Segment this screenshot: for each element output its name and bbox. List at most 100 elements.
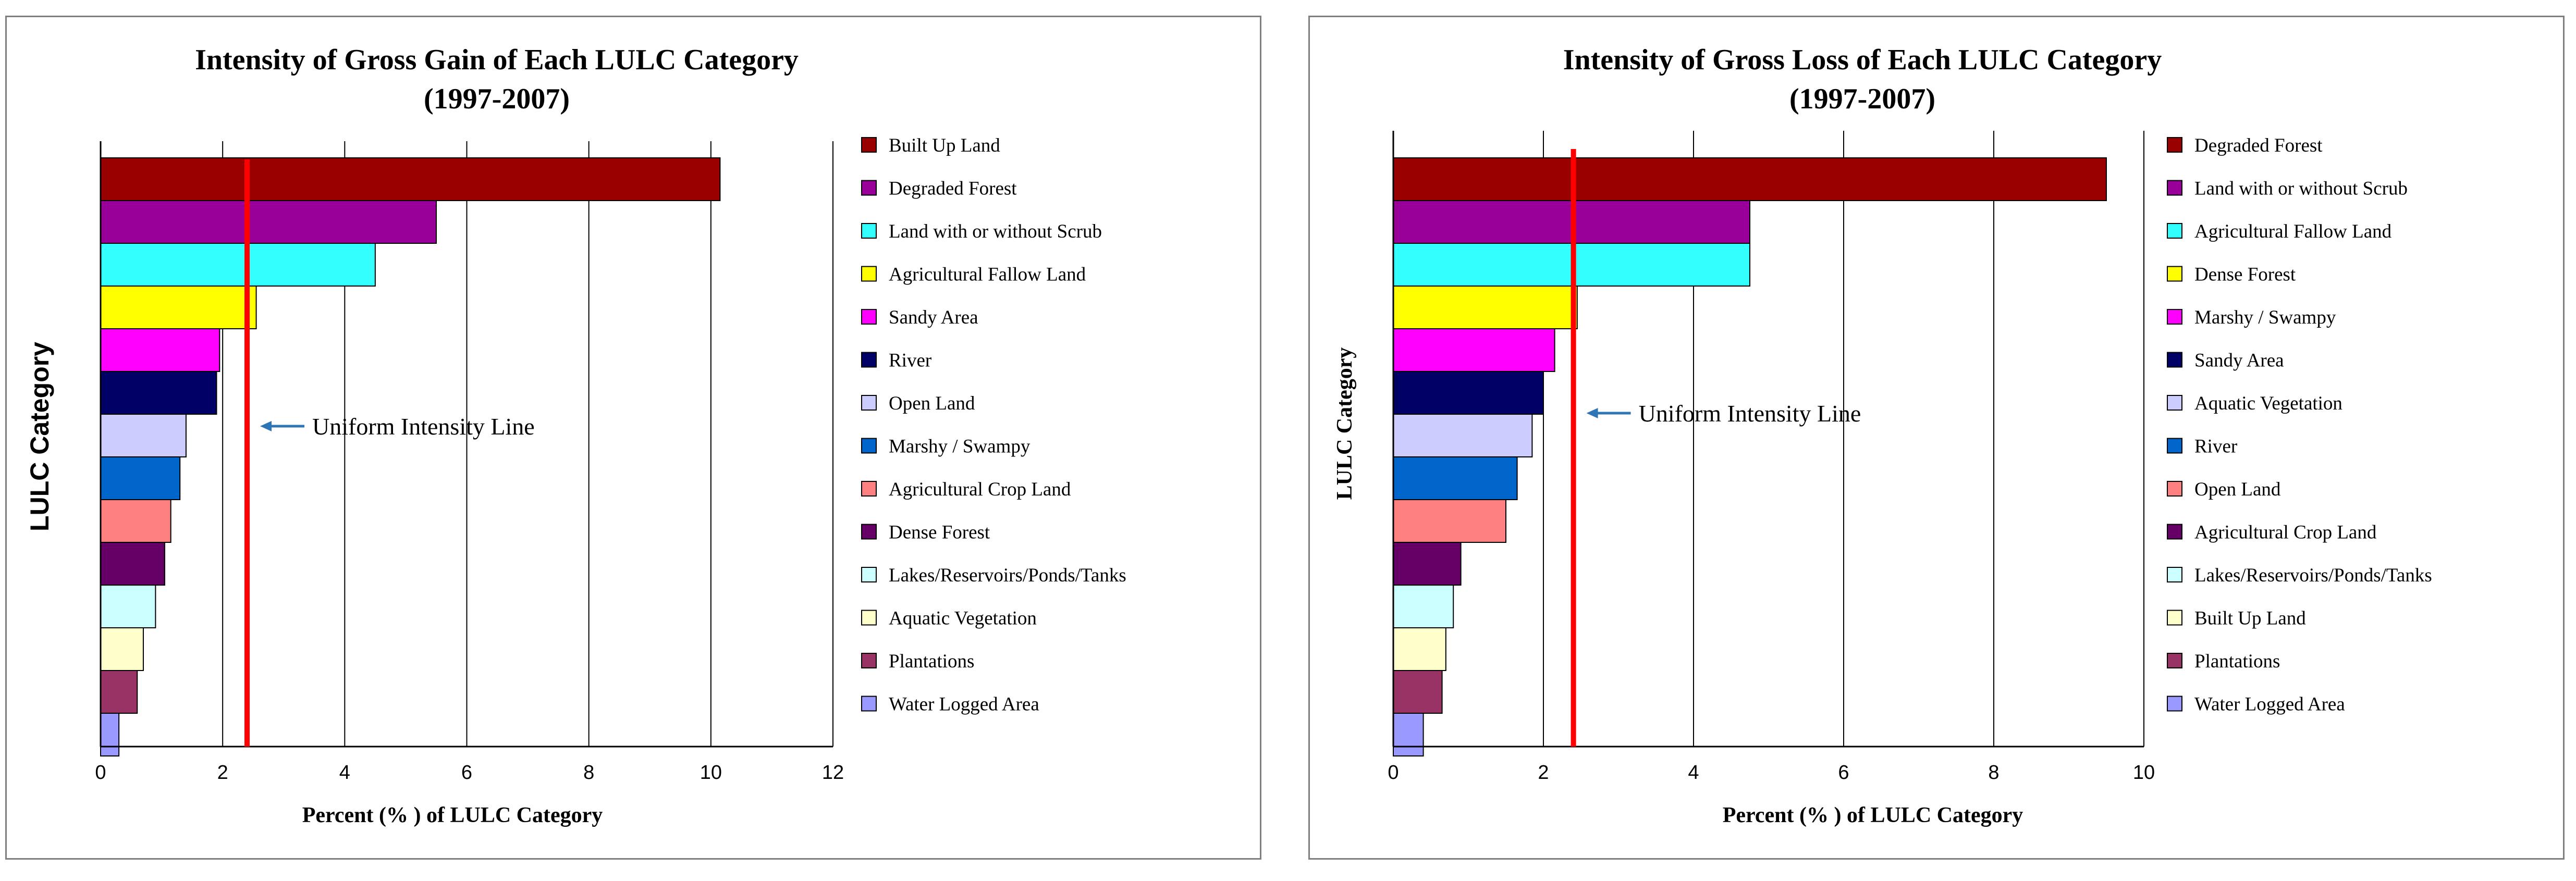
x-axis-title: Percent (% ) of LULC Category (1723, 803, 2023, 827)
legend-swatch (861, 137, 877, 153)
legend-label: Agricultural Fallow Land (2194, 221, 2392, 242)
x-tick-label: 0 (95, 762, 106, 784)
legend-swatch (2167, 352, 2182, 368)
legend-swatch (2167, 309, 2182, 325)
bar-aquatic-vegetation (100, 627, 144, 671)
bar-land-with-or-without-scrub (100, 243, 376, 287)
legend-label: Built Up Land (889, 135, 1000, 156)
bar-plantations (1393, 670, 1443, 714)
legend-label: Built Up Land (2194, 608, 2306, 629)
bar-plantations (100, 670, 138, 714)
legend-swatch (2167, 395, 2182, 411)
legend-swatch (861, 481, 877, 497)
legend-swatch (861, 395, 877, 411)
legend-swatch (861, 180, 877, 196)
legend-swatch (861, 352, 877, 368)
chart-title: Intensity of Gross Loss of Each LULC Cat… (1563, 44, 2162, 76)
x-tick-label: 8 (1988, 762, 1999, 784)
legend-label: Land with or without Scrub (2194, 178, 2408, 200)
x-tick-label: 2 (217, 762, 228, 784)
legend-label: Lakes/Reservoirs/Ponds/Tanks (2194, 565, 2432, 586)
bar-degraded-forest (1393, 157, 2107, 201)
bar-aquatic-vegetation (1393, 414, 1533, 457)
legend-swatch (861, 438, 877, 454)
x-tick-label: 4 (339, 762, 350, 784)
gross-gain-chart-panel: Intensity of Gross Gain of Each LULC Cat… (5, 16, 1261, 860)
bar-marshy-swampy (100, 456, 181, 500)
x-tick-label: 8 (583, 762, 594, 784)
bar-built-up-land (1393, 627, 1446, 671)
x-tick-label: 4 (1688, 762, 1699, 784)
x-tick-label: 0 (1388, 762, 1399, 784)
x-tick-label: 6 (1838, 762, 1849, 784)
y-axis-title: LULC Category (25, 342, 54, 531)
bar-built-up-land (100, 157, 721, 201)
legend-swatch (861, 696, 877, 712)
bar-marshy-swampy (1393, 328, 1555, 372)
legend-label: Water Logged Area (889, 694, 1039, 715)
legend-label: Marshy / Swampy (889, 436, 1031, 457)
uniform-intensity-annotation: Uniform Intensity Line (1639, 400, 1861, 427)
legend-label: Plantations (2194, 651, 2280, 672)
legend-label: Dense Forest (2194, 264, 2296, 286)
legend-swatch (861, 653, 877, 668)
legend-swatch (861, 309, 877, 325)
legend-label: Degraded Forest (889, 178, 1017, 200)
gross-loss-chart: Intensity of Gross Loss of Each LULC Cat… (1333, 44, 2432, 827)
bar-water-logged-area (100, 713, 120, 756)
bar-open-land (1393, 499, 1506, 543)
legend-swatch (2167, 567, 2182, 582)
x-tick-label: 10 (700, 762, 722, 784)
legend-label: Sandy Area (2194, 350, 2284, 371)
legend-swatch (2167, 696, 2182, 712)
legend-label: Land with or without Scrub (889, 221, 1102, 242)
legend-label: Aquatic Vegetation (2194, 393, 2342, 414)
legend-swatch (861, 524, 877, 540)
bar-sandy-area (1393, 371, 1544, 415)
x-axis-title: Percent (% ) of LULC Category (302, 803, 603, 827)
x-tick-label: 6 (461, 762, 472, 784)
bar-lakes-reservoirs-ponds-tanks (1393, 585, 1454, 628)
legend-swatch (2167, 481, 2182, 497)
legend-swatch (861, 610, 877, 626)
legend-label: Aquatic Vegetation (889, 608, 1037, 629)
legend-label: Plantations (889, 651, 974, 672)
legend-label: Agricultural Fallow Land (889, 264, 1086, 286)
bar-river (1393, 456, 1518, 500)
gross-loss-chart-panel: Intensity of Gross Loss of Each LULC Cat… (1308, 16, 2565, 860)
bar-agricultural-crop-land (1393, 542, 1462, 586)
bar-dense-forest (1393, 286, 1578, 329)
chart-subtitle: (1997-2007) (1789, 83, 1935, 115)
legend-swatch (861, 567, 877, 582)
legend-swatch (2167, 137, 2182, 153)
y-axis-title: LULC Category (1333, 348, 1357, 500)
annotation-arrow-head (1586, 408, 1598, 418)
legend-swatch (2167, 266, 2182, 282)
bar-sandy-area (100, 328, 220, 372)
legend-label: Agricultural Crop Land (889, 479, 1071, 500)
legend-label: Marshy / Swampy (2194, 307, 2336, 328)
chart-title: Intensity of Gross Gain of Each LULC Cat… (195, 44, 799, 76)
legend-swatch (2167, 653, 2182, 668)
legend-label: Open Land (889, 393, 975, 414)
bar-open-land (100, 414, 187, 457)
bar-degraded-forest (100, 200, 437, 244)
bar-agricultural-fallow-land (100, 286, 257, 329)
bar-lakes-reservoirs-ponds-tanks (100, 585, 156, 628)
x-tick-label: 10 (2133, 762, 2155, 784)
legend-label: Sandy Area (889, 307, 978, 328)
legend-swatch (2167, 438, 2182, 454)
bar-agricultural-crop-land (100, 499, 171, 543)
bar-dense-forest (100, 542, 165, 586)
legend-swatch (2167, 524, 2182, 540)
legend-swatch (861, 266, 877, 282)
legend-label: Open Land (2194, 479, 2281, 500)
legend-swatch (2167, 180, 2182, 196)
legend-label: Lakes/Reservoirs/Ponds/Tanks (889, 565, 1126, 586)
x-tick-label: 12 (822, 762, 844, 784)
legend-label: River (889, 350, 931, 371)
bar-river (100, 371, 217, 415)
uniform-intensity-annotation: Uniform Intensity Line (312, 413, 535, 440)
legend-label: Water Logged Area (2194, 694, 2345, 715)
gross-gain-chart: Intensity of Gross Gain of Each LULC Cat… (25, 44, 1126, 827)
